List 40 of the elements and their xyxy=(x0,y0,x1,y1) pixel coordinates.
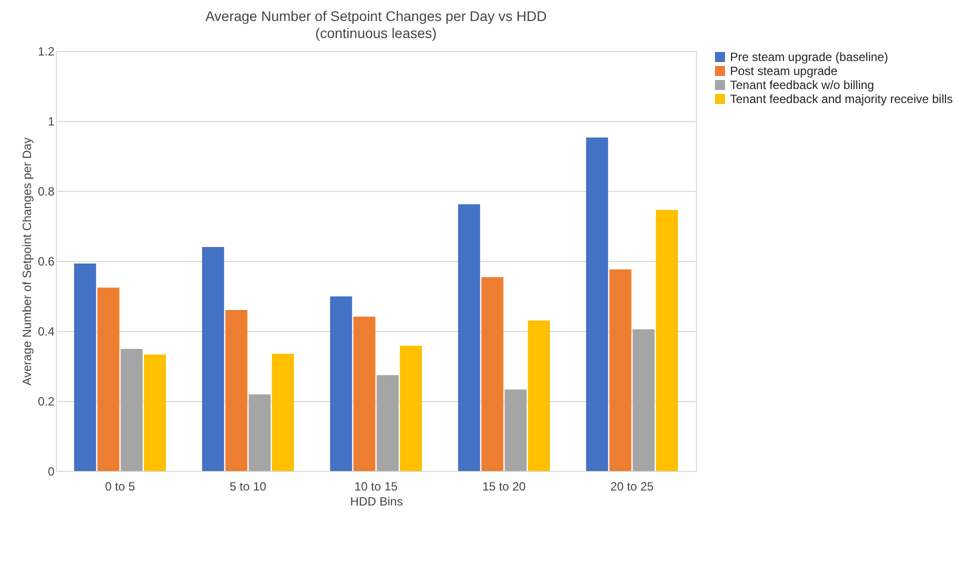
y-tick-label: 0.6 xyxy=(38,254,55,268)
x-tick-label: 20 to 25 xyxy=(610,480,654,494)
y-axis-title: Average Number of Setpoint Changes per Day xyxy=(20,138,34,386)
bar xyxy=(330,296,352,471)
bar xyxy=(656,210,678,471)
bar xyxy=(272,354,294,471)
x-axis-title: HDD Bins xyxy=(350,494,403,508)
bar xyxy=(74,263,96,471)
bar xyxy=(609,269,632,471)
x-tick-label: 15 to 20 xyxy=(482,480,526,494)
bar xyxy=(528,320,550,471)
legend-label: Tenant feedback w/o billing xyxy=(730,78,874,92)
bar xyxy=(202,247,224,471)
bar xyxy=(400,346,422,471)
y-tick-label: 1 xyxy=(48,114,55,128)
chart-subtitle: (continuous leases) xyxy=(315,25,437,41)
y-tick-label: 0.8 xyxy=(38,184,55,198)
y-tick-label: 0.4 xyxy=(38,324,55,338)
bar xyxy=(97,288,120,471)
bar xyxy=(504,389,527,471)
bar xyxy=(632,329,655,471)
chart-title: Average Number of Setpoint Changes per Day vs HDD xyxy=(205,8,547,24)
bar xyxy=(353,316,376,471)
bar xyxy=(458,204,480,471)
legend-label: Pre steam upgrade (baseline) xyxy=(730,50,888,64)
legend-label: Post steam upgrade xyxy=(730,64,838,78)
x-tick-label: 0 to 5 xyxy=(104,480,136,494)
bar xyxy=(120,348,143,471)
y-tick-label: 0 xyxy=(48,464,55,478)
bar xyxy=(481,277,504,471)
y-tick-label: 1.2 xyxy=(38,44,55,58)
bar xyxy=(248,394,271,471)
bar xyxy=(225,310,248,471)
bar xyxy=(144,354,166,471)
y-tick-label: 0.2 xyxy=(38,394,55,408)
bar xyxy=(586,137,608,471)
x-tick-label: 5 to 10 xyxy=(230,480,267,494)
x-tick-label: 10 to 15 xyxy=(354,480,398,494)
legend-label: Tenant feedback and majority receive bills xyxy=(730,92,953,106)
bar xyxy=(376,375,399,471)
